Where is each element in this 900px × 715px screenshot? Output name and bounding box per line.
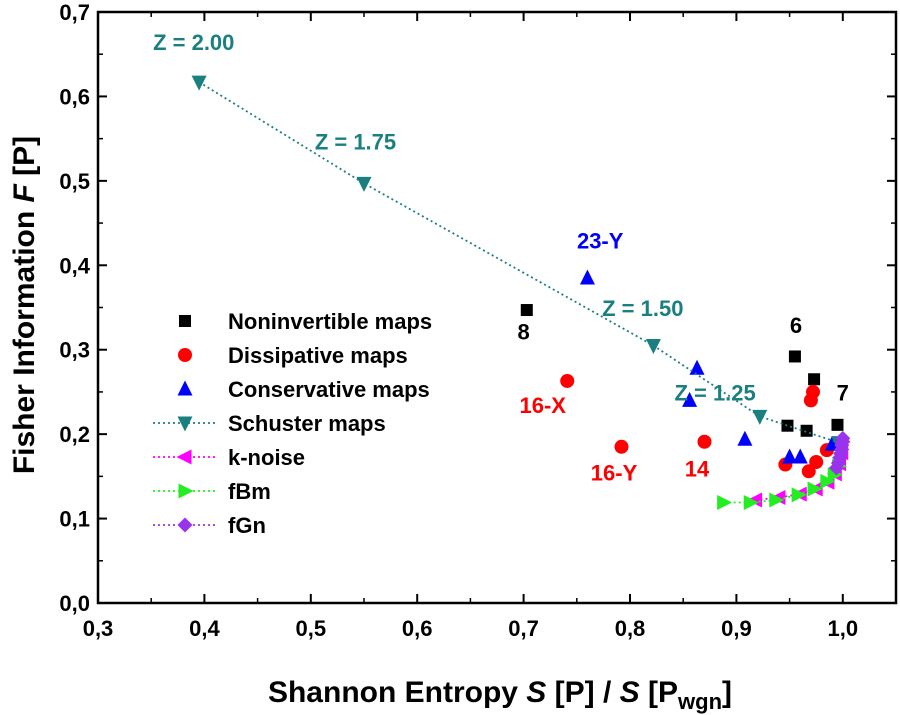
noninvertible-maps-point [800,424,813,437]
annotation-label: 8 [517,320,529,345]
annotation-label: 6 [790,313,802,338]
annotation-layer: Z = 2.00 Z = 1.75 Z = 1.50 Z = 1.25 23-Y 8 6 7 1… [153,30,849,486]
noninvertible-maps-point [808,373,821,386]
fbm-point [827,467,843,483]
fbm-point [807,481,823,497]
noninvertible-maps-point [831,418,844,431]
legend-marker [179,315,191,327]
x-axis-title: Shannon Entropy S [P] / S [Pwgn] [268,676,732,714]
x-tick-label: 0,8 [615,616,646,641]
plot-frame [96,10,898,605]
x-tick-label: 0,9 [721,616,752,641]
legend-label: fGn [228,513,266,538]
fbm-point [769,492,785,508]
annotation-label: 16-X [520,393,567,418]
x-tick-label: 1,0 [828,616,859,641]
legend-label: Conservative maps [228,377,430,402]
legend-marker [178,483,194,499]
data-layer [191,75,851,511]
conservative-maps-point [579,269,595,285]
x-tick-label: 0,7 [508,616,539,641]
legend-label: Dissipative maps [228,343,408,368]
schuster-maps-point [356,176,372,192]
k-noise-point [747,492,763,508]
y-tick-label: 0,1 [59,507,90,532]
annotation-label: 23-Y [577,228,624,253]
schuster-maps-point [191,75,207,91]
dissipative-maps-point [803,393,818,408]
y-tick-label: 0,7 [59,0,90,25]
x-tick-label: 0,6 [402,616,433,641]
y-axis-title: Fisher Information F [P] [8,136,41,474]
dissipative-maps-point [809,455,824,470]
conservative-maps-point [782,448,798,464]
dissipative-maps-point [560,373,575,388]
y-tick-label: 0,3 [59,338,90,363]
annotation-label: Z = 2.00 [153,30,234,55]
schuster-maps-point [645,338,661,354]
y-tick-label: 0,6 [59,84,90,109]
y-tick-label: 0,4 [59,253,90,278]
y-tick-label: 0,2 [59,422,90,447]
annotation-label: Z = 1.75 [315,130,396,155]
dissipative-maps-point [801,464,816,479]
annotation-label: 7 [837,380,849,405]
y-tick-label: 0,0 [59,591,90,616]
legend-label: Noninvertible maps [228,309,432,334]
noninvertible-maps-point [781,419,794,432]
noninvertible-maps-point [520,304,533,317]
conservative-maps-point [737,430,753,446]
fbm-point [791,487,807,503]
annotation-label: Z = 1.50 [602,296,683,321]
y-tick-label: 0,5 [59,169,90,194]
legend-marker [177,416,193,432]
legend-marker [177,517,193,533]
annotation-label: Z = 1.25 [674,380,755,405]
fgn-point [835,430,851,446]
x-tick-label: 0,5 [296,616,327,641]
fbm-point [743,495,759,511]
x-tick-label: 0,3 [83,616,114,641]
dissipative-maps-point [614,439,629,454]
noninvertible-maps-point [788,350,801,363]
fbm-point [717,495,733,511]
legend-marker [177,380,193,396]
legend-label: Schuster maps [228,411,386,436]
x-tick-label: 0,4 [189,616,220,641]
legend-label: fBm [228,479,271,504]
annotation-label: 16-Y [591,461,638,486]
conservative-maps-point [824,435,840,451]
legend-marker [178,348,192,362]
legend-label: k-noise [228,445,305,470]
schuster-maps-point [752,409,768,425]
axes: 0,3 0,4 0,5 0,6 0,7 0,8 0,9 1,0 0,0 0,1 0,2 0,3 0,4 0… [59,0,898,641]
annotation-label: 14 [685,456,710,481]
conservative-maps-point [792,448,808,464]
legend-marker [176,449,192,465]
conservative-maps-point [682,391,698,407]
legend: Noninvertible maps Dissipative maps Conser… [153,309,432,538]
conservative-maps-point [689,359,705,375]
dissipative-maps-point [697,434,712,449]
